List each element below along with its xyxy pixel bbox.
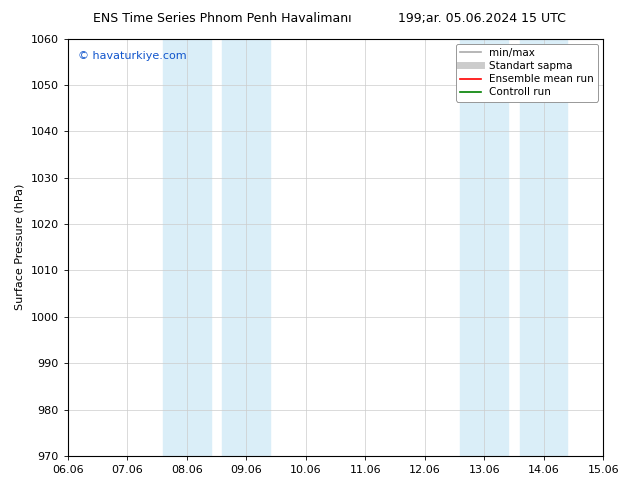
Bar — [163, 39, 210, 456]
Y-axis label: Surface Pressure (hPa): Surface Pressure (hPa) — [15, 184, 25, 311]
Legend: min/max, Standart sapma, Ensemble mean run, Controll run: min/max, Standart sapma, Ensemble mean r… — [456, 44, 598, 101]
Bar — [520, 39, 567, 456]
Text: ENS Time Series Phnom Penh Havalimanı: ENS Time Series Phnom Penh Havalimanı — [93, 12, 351, 25]
Text: © havaturkiye.com: © havaturkiye.com — [79, 51, 187, 61]
Bar — [460, 39, 508, 456]
Text: 199;ar. 05.06.2024 15 UTC: 199;ar. 05.06.2024 15 UTC — [398, 12, 566, 25]
Bar — [223, 39, 270, 456]
